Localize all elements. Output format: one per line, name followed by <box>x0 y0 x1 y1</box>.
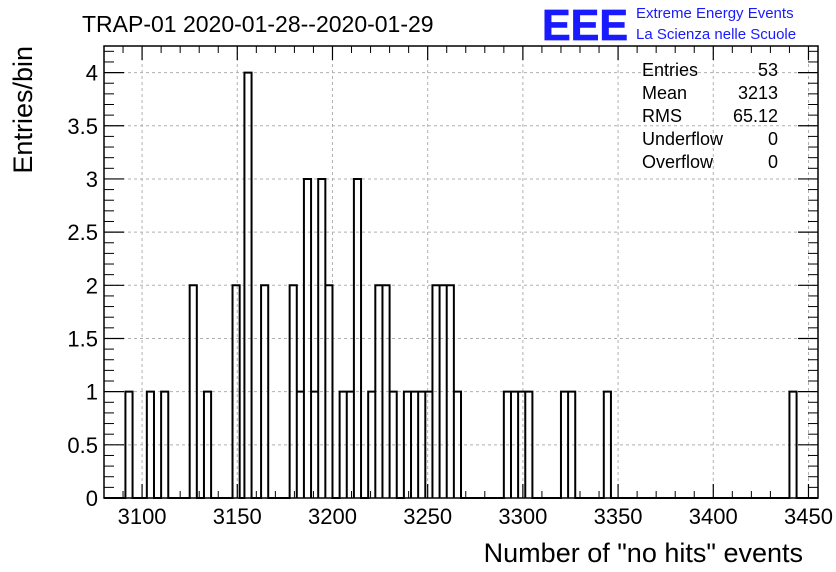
x-tick-label: 3250 <box>403 504 452 529</box>
histogram-bin <box>425 392 432 498</box>
stats-value: 53 <box>758 60 778 80</box>
x-tick-label: 3100 <box>118 504 167 529</box>
stats-label: Entries <box>642 60 698 80</box>
histogram-bin <box>447 285 454 498</box>
histogram-bin <box>789 392 796 498</box>
histogram-bin <box>368 392 375 498</box>
histogram-bin <box>504 392 511 498</box>
histogram-bin <box>233 285 240 498</box>
histogram-bin <box>204 392 211 498</box>
histogram-bin <box>161 392 168 498</box>
x-tick-label: 3150 <box>213 504 262 529</box>
histogram-bin <box>432 285 439 498</box>
stats-value: 65.12 <box>733 106 778 126</box>
tick-labels: 3100 3150 3200 3250 3300 3350 3400 345000.511.5… <box>67 61 833 529</box>
histogram-bin <box>525 392 532 498</box>
histogram-bin <box>347 392 354 498</box>
stats-value: 3213 <box>738 83 778 103</box>
histogram-bin <box>318 179 325 498</box>
histogram-bin <box>518 392 525 498</box>
x-tick-label: 3400 <box>689 504 738 529</box>
y-tick-label: 1 <box>86 380 98 405</box>
histogram-outline <box>104 71 818 499</box>
stats-label: Overflow <box>642 152 714 172</box>
eee-logo-line1: Extreme Energy Events <box>636 5 794 22</box>
histogram-bin <box>190 285 197 498</box>
stats-label: RMS <box>642 106 682 126</box>
histogram-layer <box>104 71 818 499</box>
histogram-bin <box>561 392 568 498</box>
histogram-bin <box>454 392 461 498</box>
histogram-bin <box>382 285 389 498</box>
histogram-bin <box>440 285 447 498</box>
y-tick-label: 3.5 <box>67 114 98 139</box>
stats-label: Underflow <box>642 129 724 149</box>
y-tick-label: 2.5 <box>67 220 98 245</box>
histogram-bin <box>311 392 318 498</box>
x-tick-label: 3200 <box>308 504 357 529</box>
histogram-bin <box>325 285 332 498</box>
histogram-bin <box>418 392 425 498</box>
x-tick-label: 3350 <box>594 504 643 529</box>
histogram-bin <box>125 392 132 498</box>
histogram-bin <box>411 392 418 498</box>
x-tick-label: 3450 <box>784 504 833 529</box>
x-tick-label: 3300 <box>498 504 547 529</box>
stats-value: 0 <box>768 152 778 172</box>
x-axis-title: Number of "no hits" events <box>484 538 803 568</box>
eee-logo-line2: La Scienza nelle Scuole <box>636 26 796 43</box>
axis-ticks <box>103 46 818 499</box>
histogram-bin <box>340 392 347 498</box>
histogram-bin <box>375 285 382 498</box>
histogram-bin <box>390 392 397 498</box>
eee-logo-mark: EEE <box>542 1 628 50</box>
eee-logo: EEE Extreme Energy Events La Scienza nel… <box>542 1 797 51</box>
histogram-bin <box>147 392 154 498</box>
y-tick-label: 2 <box>86 273 98 298</box>
histogram-bin <box>568 392 575 498</box>
stats-value: 0 <box>768 129 778 149</box>
y-tick-label: 1.5 <box>67 326 98 351</box>
histogram-bin <box>404 392 411 498</box>
y-tick-label: 3 <box>86 167 98 192</box>
y-tick-label: 0.5 <box>67 433 98 458</box>
histogram-bin <box>354 179 361 498</box>
stats-box: Entries 53 Mean 3213 RMS 65.12 Underflow 0 Overf… <box>642 60 778 172</box>
y-tick-label: 0 <box>86 486 98 511</box>
histogram-bin <box>290 285 297 498</box>
stats-label: Mean <box>642 83 687 103</box>
histogram-bin <box>244 73 251 498</box>
histogram-bin <box>297 392 304 498</box>
histogram-bin <box>511 392 518 498</box>
histogram-bin <box>304 179 311 498</box>
plot-frame <box>103 45 819 499</box>
histogram-bin <box>604 392 611 498</box>
y-axis-title: Entries/bin <box>8 46 38 174</box>
histogram-bin <box>261 285 268 498</box>
y-tick-label: 4 <box>86 61 98 86</box>
chart-title: TRAP-01 2020-01-28--2020-01-29 <box>82 11 434 37</box>
